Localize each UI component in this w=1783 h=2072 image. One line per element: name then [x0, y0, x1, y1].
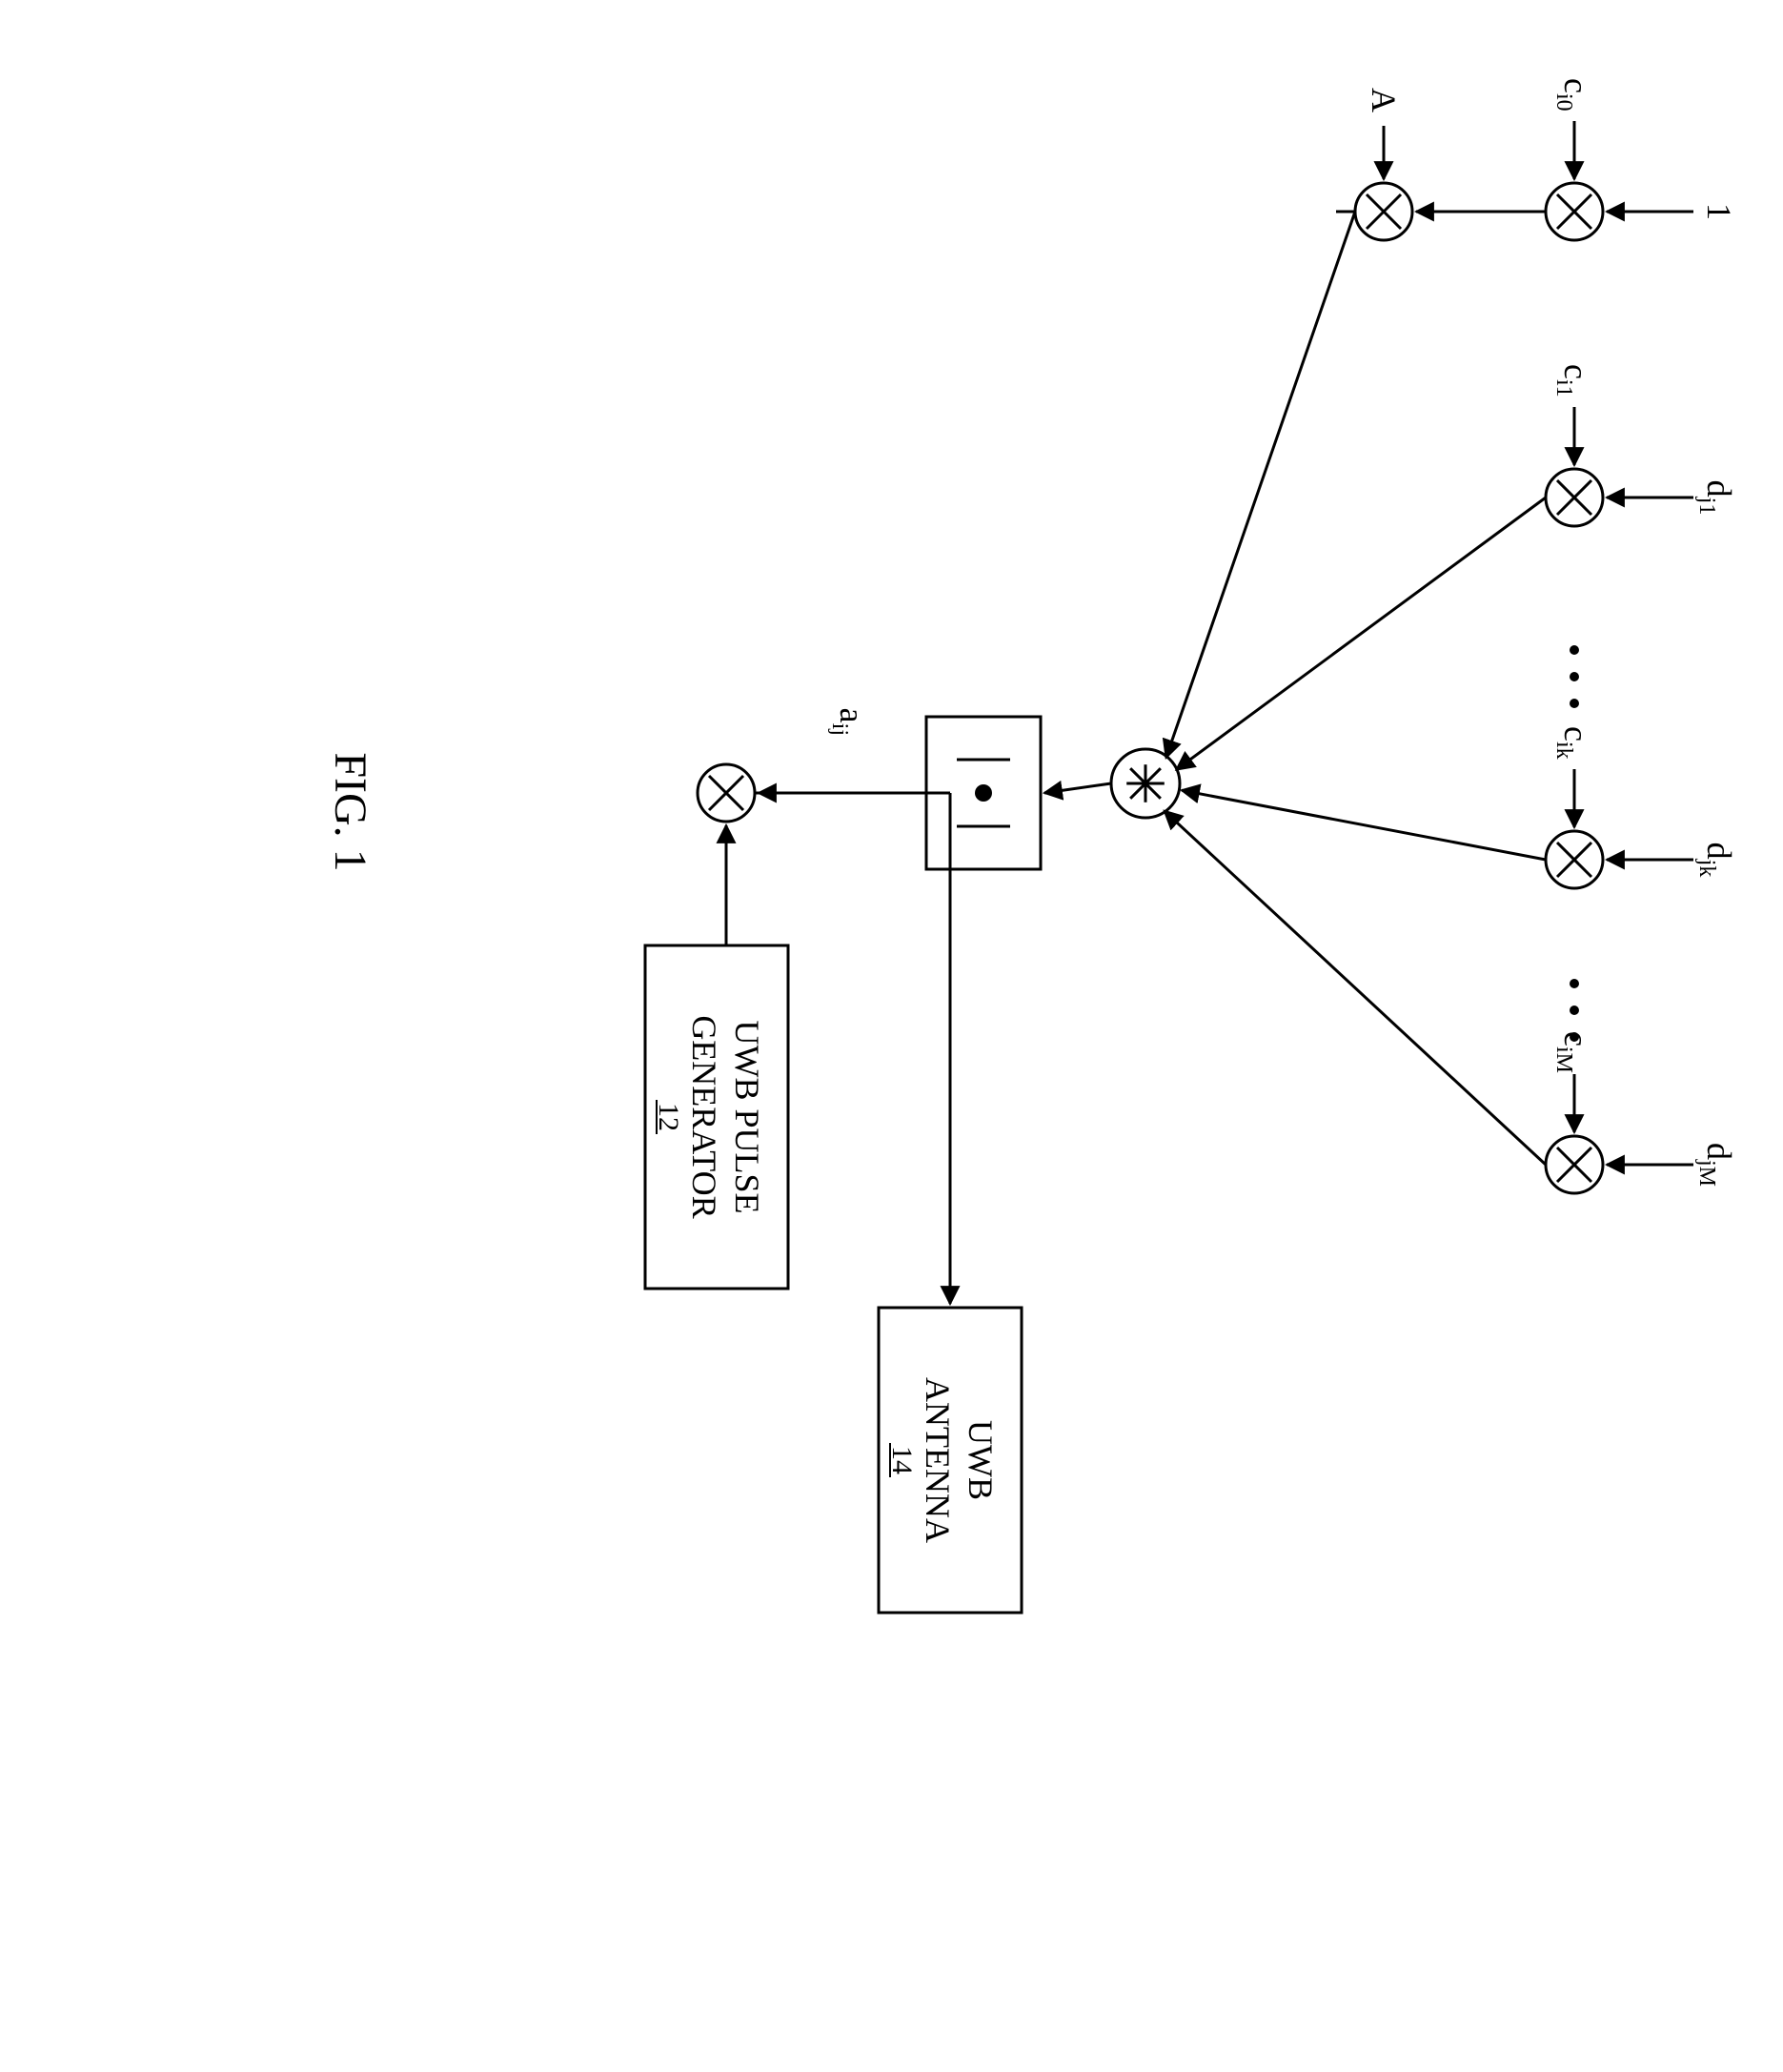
ant-line1: UWB	[962, 1420, 1000, 1500]
input-top-3: djM	[1694, 1143, 1738, 1187]
ant-line2: ANTENNA	[919, 1377, 957, 1543]
input-top-0: 1	[1700, 203, 1738, 220]
gen-line2: GENERATOR	[685, 1015, 723, 1218]
input-top-1: dj1	[1694, 480, 1738, 516]
input-side-0: ci0	[1551, 78, 1595, 112]
input-top-2: djk	[1694, 843, 1738, 878]
gen-line1: UWB PULSE	[728, 1020, 766, 1213]
input-side-2: cik	[1551, 726, 1595, 760]
signal-aij: aij	[827, 708, 871, 736]
input-side-1: ci1	[1551, 364, 1595, 397]
amp-label: A	[1365, 88, 1403, 112]
figure-label: FIG. 1	[325, 752, 375, 871]
diagram-canvas: 1ci0dj1ci1djkcikdjMciMAaijUWB PULSEGENER…	[0, 0, 1783, 2072]
